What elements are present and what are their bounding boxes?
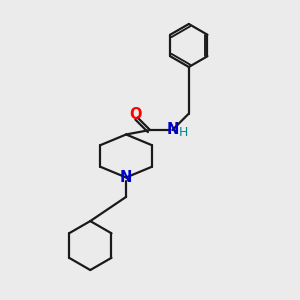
Text: N: N [120, 170, 132, 185]
Text: H: H [179, 126, 188, 139]
Text: N: N [166, 122, 178, 137]
Text: O: O [129, 107, 142, 122]
